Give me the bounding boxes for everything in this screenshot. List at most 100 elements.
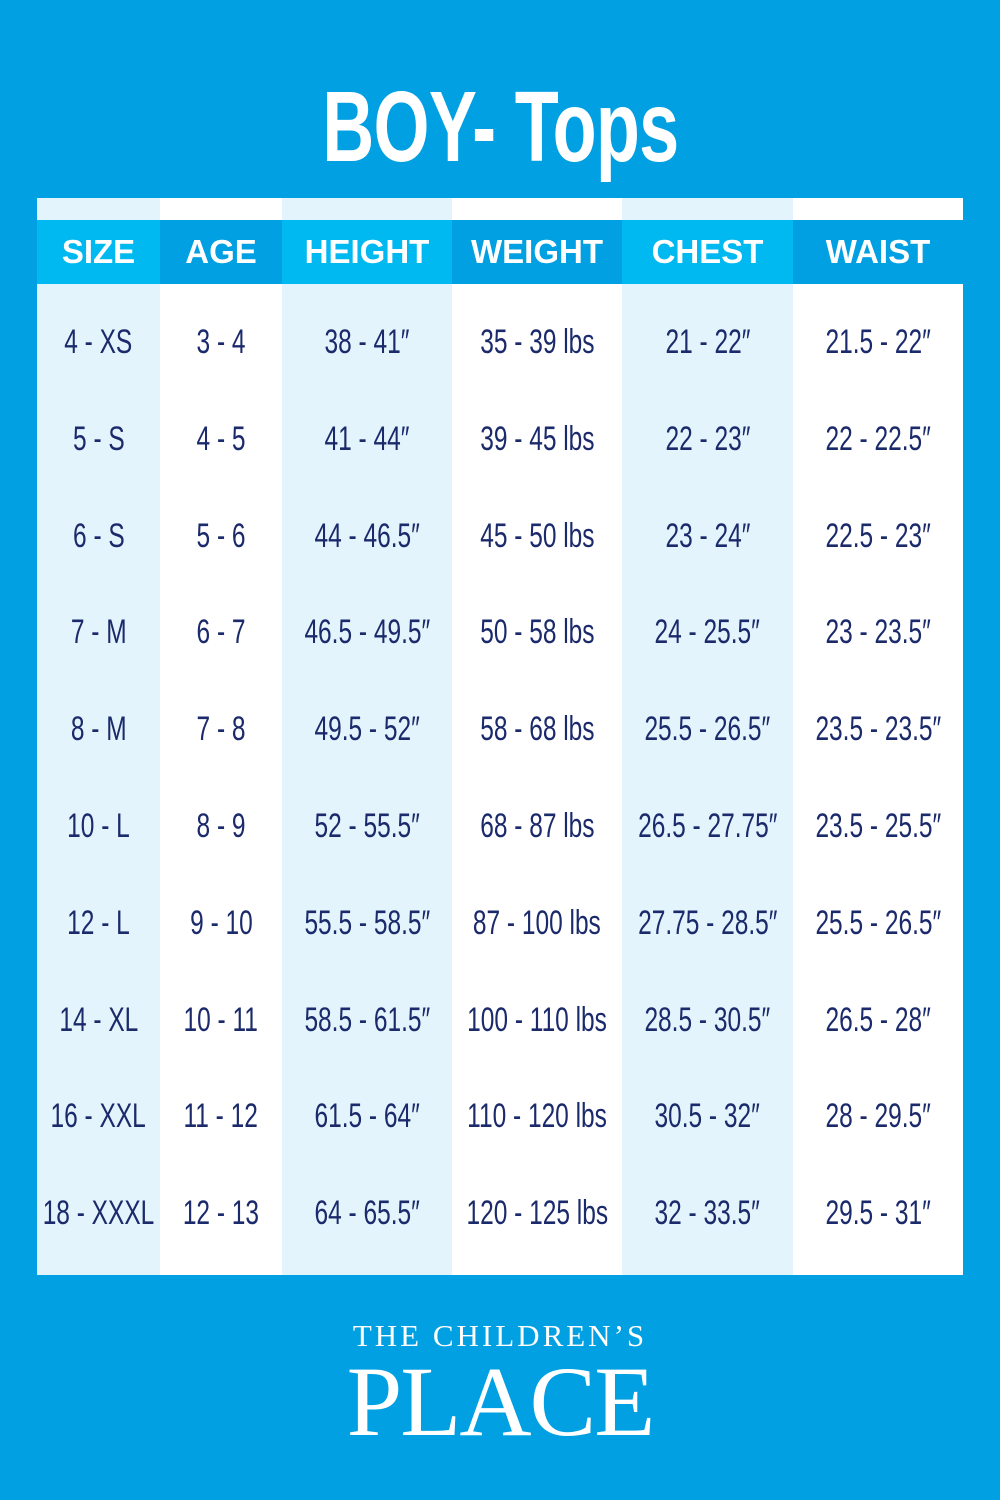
table-cell: 39 - 45 lbs <box>452 391 622 488</box>
table-cell: 24 - 25.5″ <box>622 584 793 681</box>
cell-text: 22 - 23″ <box>665 419 750 458</box>
cell-text: 4 - 5 <box>196 419 246 458</box>
table-cell: 8 - M <box>37 681 160 778</box>
table-cell: 12 - 13 <box>160 1165 282 1262</box>
cell-text: 35 - 39 lbs <box>479 323 595 361</box>
table-cell: 23.5 - 25.5″ <box>793 778 963 875</box>
table-cell: 10 - L <box>37 778 160 875</box>
cell-text: 55.5 - 58.5″ <box>304 903 430 942</box>
table-cell: 4 - XS <box>37 294 160 391</box>
table-cell: 25.5 - 26.5″ <box>622 681 793 778</box>
cell-text: 25.5 - 26.5″ <box>815 903 941 942</box>
table-cell: 23 - 23.5″ <box>793 584 963 681</box>
table-cell: 3 - 4 <box>160 294 282 391</box>
table-cell: 55.5 - 58.5″ <box>282 875 452 972</box>
column-chest: CHEST 21 - 22″ 22 - 23″ 23 - 24″ 24 - 25.5″ 2… <box>622 198 793 1275</box>
cell-text: 23 - 23.5″ <box>825 613 931 652</box>
cell-text: 30.5 - 32″ <box>654 1097 761 1136</box>
table-cell: 35 - 39 lbs <box>452 294 622 391</box>
table-cell: 5 - S <box>37 391 160 488</box>
table-cell: 22 - 22.5″ <box>793 391 963 488</box>
cell-text: 21 - 22″ <box>665 323 750 361</box>
table-cell: 38 - 41″ <box>282 294 452 391</box>
table-cell: 8 - 9 <box>160 778 282 875</box>
cell-text: 10 - 11 <box>183 1000 259 1039</box>
cell-text: 12 - L <box>67 903 130 942</box>
table-cell: 9 - 10 <box>160 875 282 972</box>
table-cell: 28 - 29.5″ <box>793 1068 963 1165</box>
cell-text: 7 - 8 <box>196 710 246 749</box>
cell-text: 14 - XL <box>59 1000 138 1039</box>
table-cell: 5 - 6 <box>160 488 282 585</box>
cell-text: 7 - M <box>70 613 127 652</box>
cell-text: 24 - 25.5″ <box>654 613 761 652</box>
table-cell: 27.75 - 28.5″ <box>622 875 793 972</box>
table-cell: 28.5 - 30.5″ <box>622 972 793 1069</box>
table-cell: 100 - 110 lbs <box>452 972 622 1069</box>
cell-text: 120 - 125 lbs <box>466 1194 608 1233</box>
cell-text: 3 - 4 <box>196 323 246 361</box>
cell-text: 23.5 - 23.5″ <box>815 710 941 749</box>
table-cell: 18 - XXXL <box>37 1165 160 1262</box>
table-cell: 11 - 12 <box>160 1068 282 1165</box>
table-cell: 87 - 100 lbs <box>452 875 622 972</box>
table-cell: 50 - 58 lbs <box>452 584 622 681</box>
cell-text: 18 - XXXL <box>42 1194 155 1233</box>
table-cell: 120 - 125 lbs <box>452 1165 622 1262</box>
table-cell: 58.5 - 61.5″ <box>282 972 452 1069</box>
cell-text: 39 - 45 lbs <box>479 419 595 458</box>
cell-text: 64 - 65.5″ <box>314 1194 420 1233</box>
table-cell: 32 - 33.5″ <box>622 1165 793 1262</box>
table-cell: 21 - 22″ <box>622 294 793 391</box>
table-cell: 4 - 5 <box>160 391 282 488</box>
table-cell: 21.5 - 22″ <box>793 294 963 391</box>
cell-text: 23 - 24″ <box>665 516 750 555</box>
table-cell: 7 - 8 <box>160 681 282 778</box>
table-cell: 61.5 - 64″ <box>282 1068 452 1165</box>
column-age: AGE 3 - 4 4 - 5 5 - 6 6 - 7 7 - 8 8 - 9 9 - 10 1… <box>160 198 282 1275</box>
cell-text: 49.5 - 52″ <box>314 710 420 749</box>
table-cell: 110 - 120 lbs <box>452 1068 622 1165</box>
cell-text: 45 - 50 lbs <box>479 516 595 555</box>
table-cell: 10 - 11 <box>160 972 282 1069</box>
table-cell: 58 - 68 lbs <box>452 681 622 778</box>
cell-text: 50 - 58 lbs <box>479 613 595 652</box>
cell-text: 28.5 - 30.5″ <box>644 1000 771 1039</box>
page-title: BOY- Tops <box>0 72 1000 182</box>
table-cell: 23 - 24″ <box>622 488 793 585</box>
cell-text: 32 - 33.5″ <box>654 1194 761 1233</box>
cell-text: 58.5 - 61.5″ <box>304 1000 430 1039</box>
cell-text: 5 - 6 <box>196 516 246 555</box>
table-cell: 16 - XXL <box>37 1068 160 1165</box>
cell-text: 41 - 44″ <box>324 419 410 458</box>
cell-text: 21.5 - 22″ <box>825 323 931 361</box>
cell-text: 61.5 - 64″ <box>314 1097 420 1136</box>
column-header: HEIGHT <box>282 220 452 284</box>
column-header: SIZE <box>37 220 160 284</box>
cell-text: 25.5 - 26.5″ <box>644 710 771 749</box>
column-weight: WEIGHT 35 - 39 lbs 39 - 45 lbs 45 - 50 lbs 5… <box>452 198 622 1275</box>
table-cell: 44 - 46.5″ <box>282 488 452 585</box>
cell-text: 68 - 87 lbs <box>479 807 595 845</box>
cell-text: 4 - XS <box>64 323 133 361</box>
column-height: HEIGHT 38 - 41″ 41 - 44″ 44 - 46.5″ 46.5 - 4… <box>282 198 452 1275</box>
column-header: WEIGHT <box>452 220 622 284</box>
cell-text: 58 - 68 lbs <box>479 710 595 749</box>
brand-logo-line2: PLACE <box>346 1346 656 1457</box>
column-waist: WAIST 21.5 - 22″ 22 - 22.5″ 22.5 - 23″ 23 - … <box>793 198 963 1275</box>
cell-text: 8 - 9 <box>196 807 246 845</box>
table-cell: 52 - 55.5″ <box>282 778 452 875</box>
cell-text: 52 - 55.5″ <box>314 807 420 845</box>
table-cell: 14 - XL <box>37 972 160 1069</box>
cell-text: 11 - 12 <box>183 1097 259 1136</box>
table-cell: 30.5 - 32″ <box>622 1068 793 1165</box>
table-cell: 6 - 7 <box>160 584 282 681</box>
table-cell: 12 - L <box>37 875 160 972</box>
table-cell: 41 - 44″ <box>282 391 452 488</box>
cell-text: 27.75 - 28.5″ <box>637 903 778 942</box>
cell-text: 26.5 - 27.75″ <box>637 807 778 845</box>
table-cell: 26.5 - 28″ <box>793 972 963 1069</box>
cell-text: 44 - 46.5″ <box>314 516 420 555</box>
table-cell: 7 - M <box>37 584 160 681</box>
cell-text: 87 - 100 lbs <box>473 903 601 942</box>
